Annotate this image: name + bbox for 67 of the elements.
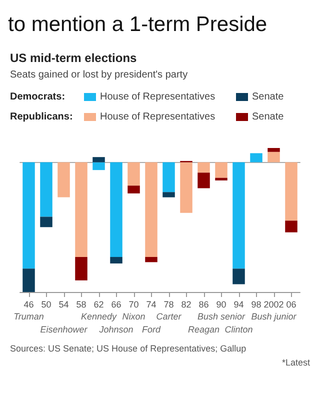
chart-title: to mention a 1-term Preside bbox=[8, 13, 268, 36]
bar bbox=[110, 162, 122, 257]
bar bbox=[22, 162, 35, 269]
legend-label: House of Representatives bbox=[100, 112, 216, 122]
text: Nixon bbox=[122, 312, 146, 322]
text: Eisenhower bbox=[40, 324, 88, 334]
bar bbox=[145, 256, 158, 262]
x-tick-label: 82 bbox=[181, 300, 192, 310]
legend-label: House of Representatives bbox=[100, 92, 216, 102]
text: Democrats: bbox=[10, 92, 66, 102]
bar bbox=[58, 162, 70, 198]
bar bbox=[128, 186, 140, 194]
bar bbox=[75, 256, 88, 280]
bar bbox=[285, 220, 298, 232]
bar bbox=[110, 256, 122, 264]
legend-label: Senate bbox=[252, 92, 284, 102]
bar bbox=[92, 162, 105, 170]
bar bbox=[162, 162, 175, 192]
bar bbox=[285, 162, 298, 221]
text: Clinton bbox=[224, 324, 253, 334]
bar bbox=[162, 192, 175, 198]
bar bbox=[268, 152, 280, 162]
x-tick-label: 50 bbox=[41, 300, 52, 310]
bar bbox=[92, 157, 105, 162]
bar bbox=[22, 268, 35, 292]
bar bbox=[40, 216, 52, 228]
text: Seats gained or lost by president's party bbox=[10, 70, 188, 80]
bar bbox=[40, 162, 52, 217]
x-tick-label: 54 bbox=[58, 300, 69, 310]
text: Bush junior bbox=[251, 312, 298, 322]
bar bbox=[198, 172, 210, 188]
text: Reagan bbox=[188, 324, 220, 334]
x-tick-label: 74 bbox=[146, 300, 156, 310]
x-tick-label: 2002 bbox=[264, 300, 284, 310]
text: Truman bbox=[14, 312, 44, 322]
bar bbox=[128, 162, 140, 186]
x-tick-label: 86 bbox=[198, 300, 209, 310]
x-tick-label: 70 bbox=[128, 300, 139, 310]
bar bbox=[75, 162, 88, 257]
x-tick-label: 58 bbox=[76, 300, 86, 310]
text: Kennedy bbox=[80, 312, 118, 322]
bar bbox=[215, 162, 228, 178]
bar bbox=[232, 268, 245, 284]
x-tick-label: 06 bbox=[286, 300, 296, 310]
text: *Latest bbox=[282, 358, 310, 368]
chart-subtitle: US mid-term elections bbox=[10, 51, 138, 65]
bar bbox=[215, 178, 228, 180]
text: Carter bbox=[156, 312, 182, 322]
bar bbox=[268, 148, 280, 152]
x-tick-label: 46 bbox=[24, 300, 34, 310]
text: Bush senior bbox=[197, 312, 246, 322]
x-tick-label: 78 bbox=[164, 300, 174, 310]
bar bbox=[232, 162, 245, 269]
source-note: Sources: US Senate; US House of Representatives; Gallup bbox=[10, 344, 246, 354]
x-tick-label: 94 bbox=[234, 300, 244, 310]
x-tick-label: 90 bbox=[216, 300, 226, 310]
text: Republicans: bbox=[10, 112, 73, 122]
bar bbox=[145, 162, 158, 257]
x-tick-label: 62 bbox=[94, 300, 104, 310]
text: Johnson bbox=[98, 324, 134, 334]
bar bbox=[198, 162, 210, 173]
bar bbox=[250, 153, 262, 162]
bar bbox=[180, 162, 192, 213]
text: Ford bbox=[142, 324, 162, 334]
x-tick-label: 66 bbox=[111, 300, 122, 310]
x-tick-label: 98 bbox=[251, 300, 262, 310]
legend-label: Senate bbox=[252, 112, 284, 122]
